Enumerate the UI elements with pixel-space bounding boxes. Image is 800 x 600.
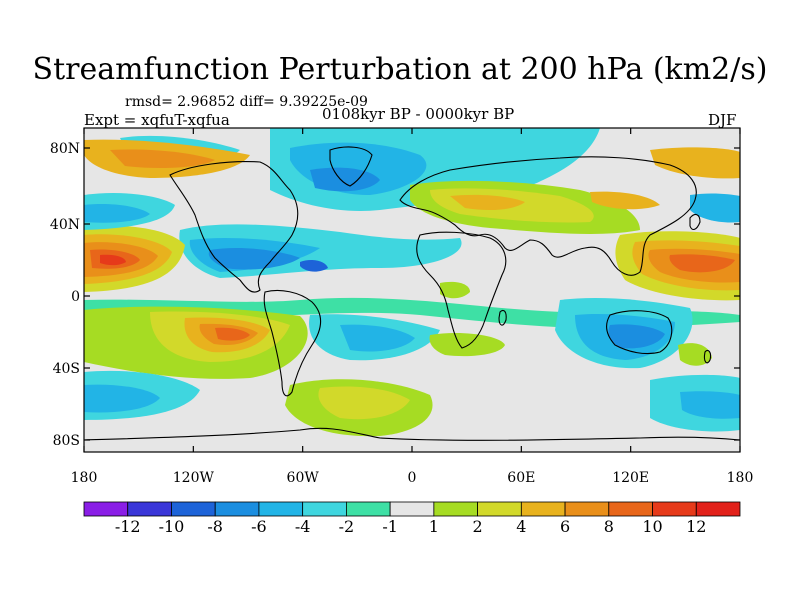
colorbar: -12 -10 -8 -6 -4 -2 -1 1 2 4 6 8 10 12 bbox=[83, 501, 741, 536]
season-label: DJF bbox=[708, 111, 737, 129]
asia-high-core bbox=[590, 191, 660, 210]
lon-tick-label: 180 bbox=[71, 470, 98, 486]
colorbar-label: -6 bbox=[251, 517, 267, 536]
s-ocean-right-low-core bbox=[680, 391, 740, 419]
colorbar-label: 6 bbox=[560, 517, 570, 536]
colorbar-swatch bbox=[345, 501, 391, 517]
madagascar-outline bbox=[498, 309, 507, 326]
lon-tick-label: 120W bbox=[173, 470, 215, 486]
us-low-inner bbox=[300, 260, 328, 272]
contour-field bbox=[84, 128, 740, 437]
colorbar-label: 10 bbox=[642, 517, 662, 536]
japan-outline bbox=[689, 213, 701, 231]
colorbar-label: -2 bbox=[339, 517, 355, 536]
colorbar-label: -10 bbox=[159, 517, 185, 536]
npac-north-low-core bbox=[84, 204, 150, 223]
colorbar-swatch bbox=[695, 501, 741, 517]
colorbar-label: -12 bbox=[115, 517, 141, 536]
colorbar-swatch bbox=[127, 501, 172, 517]
north-america-outline bbox=[169, 161, 299, 293]
colorbar-swatch bbox=[477, 501, 522, 517]
colorbar-swatch bbox=[389, 501, 435, 517]
lat-tick-label: 0 bbox=[71, 289, 80, 305]
colorbar-label: 8 bbox=[604, 517, 614, 536]
lat-tick-label: 80S bbox=[53, 433, 80, 449]
coastlines bbox=[84, 146, 740, 441]
labrador-low bbox=[310, 167, 380, 192]
colorbar-label: -8 bbox=[207, 517, 223, 536]
sw-indian-high bbox=[429, 333, 505, 357]
colorbar-label: -4 bbox=[295, 517, 311, 536]
colorbar-swatch bbox=[258, 501, 304, 517]
lon-tick-label: 60E bbox=[507, 470, 535, 486]
colorbar-label: 4 bbox=[516, 517, 526, 536]
lon-tick-label: 120E bbox=[612, 470, 649, 486]
colorbar-swatch bbox=[214, 501, 260, 517]
colorbar-label: 2 bbox=[473, 517, 483, 536]
colorbar-swatch bbox=[564, 501, 610, 517]
colorbar-swatch bbox=[433, 501, 479, 517]
indian-low-core bbox=[608, 324, 665, 349]
greenland-outline bbox=[329, 146, 373, 187]
s-ocean-left-low-core bbox=[84, 384, 160, 413]
s-ocean-atl-high-core bbox=[318, 386, 410, 420]
rmsd-subtitle: rmsd= 2.96852 diff= 9.39225e-09 bbox=[125, 94, 368, 110]
figure-title: Streamfunction Perturbation at 200 hPa (… bbox=[32, 52, 768, 87]
colorbar-swatch bbox=[83, 501, 129, 517]
colorbar-label: 1 bbox=[429, 517, 439, 536]
experiment-label: Expt = xqfuT-xqfua bbox=[84, 111, 230, 129]
colorbar-swatch bbox=[520, 501, 566, 517]
lat-tick-label: 40S bbox=[53, 361, 80, 377]
lat-axis: 80N 40N 0 40S 80S bbox=[50, 141, 740, 449]
south-america-outline bbox=[263, 289, 322, 397]
lat-tick-label: 40N bbox=[50, 217, 80, 233]
africa-small-high bbox=[440, 281, 470, 299]
nz-high bbox=[678, 343, 712, 366]
npac-high-center bbox=[100, 254, 126, 266]
colorbar-swatch bbox=[608, 501, 653, 517]
arctic-left-core bbox=[110, 149, 215, 168]
period-label: 0108kyr BP - 0000kyr BP bbox=[322, 105, 515, 123]
lon-tick-label: 0 bbox=[408, 470, 417, 486]
antarctica-outline bbox=[84, 427, 740, 441]
colorbar-swatch bbox=[302, 501, 347, 517]
spac-high-center bbox=[215, 327, 250, 341]
europe-high-core bbox=[450, 194, 525, 210]
africa-outline bbox=[416, 231, 507, 349]
lon-tick-label: 60W bbox=[287, 470, 320, 486]
nz-outline bbox=[703, 349, 712, 364]
australia-outline bbox=[606, 310, 673, 355]
lon-tick-label: 180 bbox=[727, 470, 754, 486]
colorbar-label: 12 bbox=[686, 517, 706, 536]
colorbar-label: -1 bbox=[382, 517, 398, 536]
ne-pacific-high bbox=[650, 147, 740, 179]
eurasia-outline bbox=[399, 156, 697, 276]
east-pacific-right-low bbox=[690, 193, 740, 223]
wpac-high-inner bbox=[669, 254, 735, 273]
lon-axis: 180 120W 60W 0 60E 120E 180 bbox=[71, 128, 754, 486]
lat-tick-label: 80N bbox=[50, 141, 80, 157]
colorbar-swatch bbox=[652, 501, 697, 517]
colorbar-swatch bbox=[171, 501, 216, 517]
satl-low-core bbox=[340, 324, 415, 352]
